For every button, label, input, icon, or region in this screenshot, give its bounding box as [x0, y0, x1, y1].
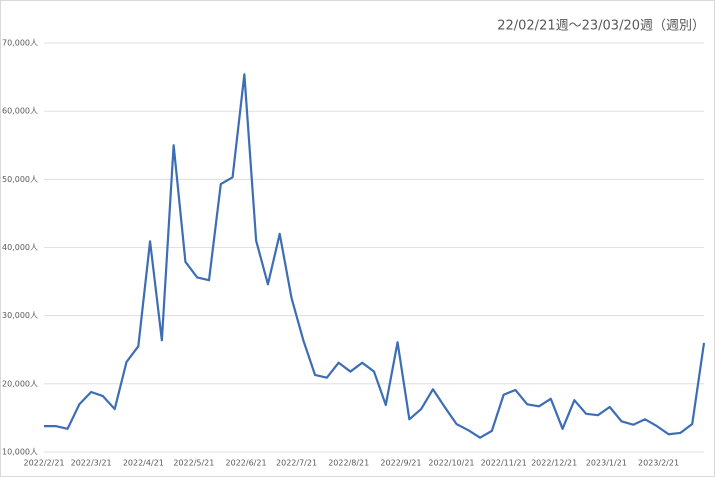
- x-tick-label: 2022/5/21: [173, 459, 214, 468]
- x-tick-label: 2022/4/21: [123, 459, 164, 468]
- y-tick-label: 70,000人: [2, 39, 38, 48]
- y-tick-label: 20,000人: [2, 379, 38, 388]
- x-tick-label: 2022/6/21: [226, 459, 267, 468]
- x-tick-label: 2022/8/21: [328, 459, 369, 468]
- x-tick-label: 2022/11/21: [481, 459, 527, 468]
- y-tick-label: 40,000人: [2, 243, 38, 252]
- y-tick-label: 30,000人: [2, 311, 38, 320]
- x-tick-label: 2022/12/21: [531, 459, 577, 468]
- x-tick-label: 2023/2/21: [638, 459, 679, 468]
- x-tick-label: 2023/1/21: [586, 459, 627, 468]
- y-tick-label: 10,000人: [2, 448, 38, 457]
- x-tick-label: 2022/7/21: [276, 459, 317, 468]
- y-tick-label: 60,000人: [2, 107, 38, 116]
- data-line: [44, 73, 706, 439]
- x-tick-label: 2022/3/21: [71, 459, 112, 468]
- x-tick-label: 2022/10/21: [428, 459, 474, 468]
- chart-title: 22/02/21週〜23/03/20週（週別）: [497, 19, 705, 34]
- x-tick-label: 2022/9/21: [380, 459, 421, 468]
- x-tick-label: 2022/2/21: [23, 459, 64, 468]
- y-tick-label: 50,000人: [2, 175, 38, 184]
